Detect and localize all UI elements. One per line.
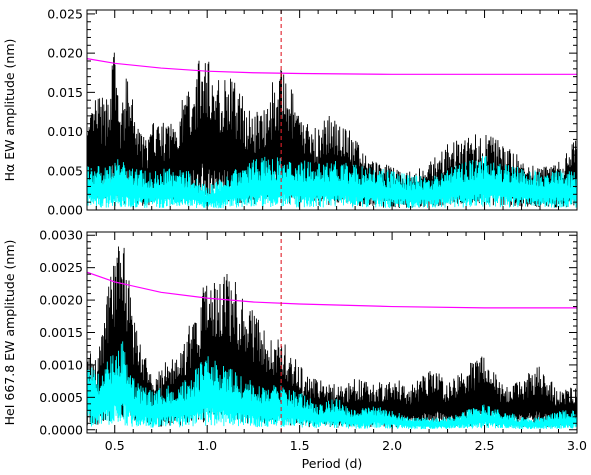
y-tick-label: 0.010: [47, 124, 83, 139]
y-tick-label: 0.0025: [39, 260, 83, 275]
y-tick-label: 0.0020: [39, 293, 83, 308]
x-tick-label: 2.0: [382, 438, 402, 453]
x-axis-label: Period (d): [302, 456, 363, 471]
y-tick-label: 0.000: [47, 203, 83, 218]
periodogram-series-1: [87, 155, 577, 209]
y-tick-label: 0.0005: [39, 390, 83, 405]
x-tick-label: 3.0: [567, 438, 587, 453]
y-tick-label: 0.0030: [39, 228, 83, 243]
y-tick-label: 0.015: [47, 85, 83, 100]
y-tick-label: 0.0010: [39, 357, 83, 372]
y-tick-label: 0.005: [47, 163, 83, 178]
periodogram-series-1: [87, 341, 577, 430]
y-axis-label: Hα EW amplitude (nm): [2, 39, 17, 182]
y-tick-label: 0.020: [47, 46, 83, 61]
significance-curve: [87, 58, 577, 75]
y-tick-label: 0.0015: [39, 325, 83, 340]
x-tick-label: 0.5: [105, 438, 125, 453]
x-tick-label: 1.5: [290, 438, 310, 453]
x-tick-label: 2.5: [475, 438, 495, 453]
y-axis-label: HeI 667.8 EW amplitude (nm): [2, 240, 17, 426]
panel-bottom: 0.5 1.0 1.5 2.0 2.5 3.0 0.0000 0.0005 0.0010 0.00…: [2, 228, 587, 471]
panel-top: 0.000 0.005 0.010 0.015 0.020 0.025 Hα EW ampl…: [2, 6, 578, 218]
y-tick-label: 0.0000: [39, 422, 83, 437]
y-tick-label: 0.025: [47, 6, 83, 21]
significance-curve: [87, 271, 577, 309]
x-tick-label: 1.0: [197, 438, 217, 453]
plot-frame: [86, 9, 578, 211]
